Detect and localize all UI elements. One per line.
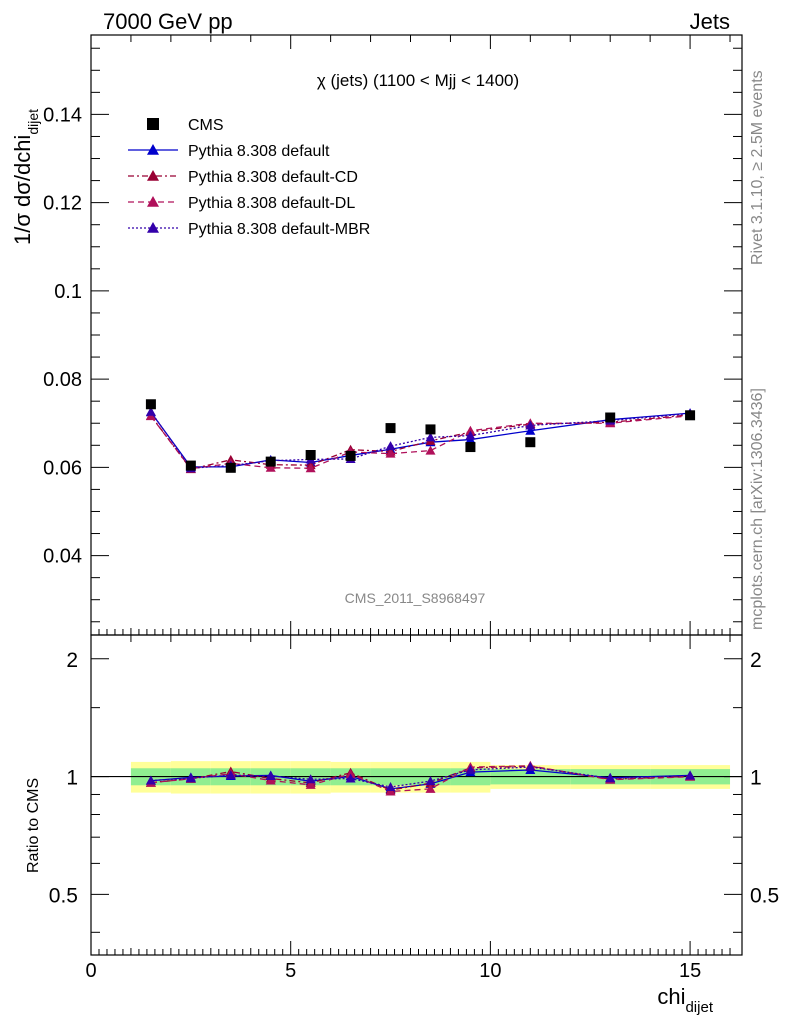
- series-point: [265, 462, 276, 472]
- data-point: [185, 460, 196, 471]
- y-tick-label: 0.08: [43, 369, 82, 391]
- data-point: [525, 437, 536, 448]
- series-point: [465, 430, 476, 440]
- ratio-tick-label-right: 1: [750, 767, 762, 790]
- series-ratio-point: [145, 775, 156, 785]
- series-ratio-point: [465, 764, 476, 774]
- x-axis-label-main: chi: [657, 984, 685, 1009]
- legend-label: Pythia 8.308 default-MBR: [188, 221, 370, 238]
- data-point: [385, 423, 396, 434]
- series-point: [385, 441, 396, 451]
- data-point: [465, 442, 476, 453]
- legend-label: CMS: [188, 117, 224, 134]
- series-ratio-point: [605, 773, 616, 783]
- header-left: 7000 GeV pp: [103, 9, 233, 34]
- legend-entry-3: Pythia 8.308 default-MBR: [128, 221, 370, 238]
- ratio-tick-label-right: 2: [750, 649, 762, 672]
- ratio-plot-frame: [90, 634, 743, 956]
- ratio-tick-label: 0.5: [49, 884, 78, 907]
- legend-marker-triangle: [147, 144, 159, 155]
- series-ratio-point: [425, 783, 436, 793]
- series-layer: [145, 399, 696, 796]
- y-tick-label: 0.12: [43, 193, 82, 215]
- series-ratio-point: [305, 774, 316, 784]
- legend-marker-triangle: [147, 170, 159, 181]
- ratio-axis-label: Ratio to CMS: [25, 778, 42, 873]
- series-line: [150, 414, 691, 470]
- series-point: [385, 448, 396, 458]
- series-point: [425, 445, 436, 455]
- series-point: [465, 425, 476, 435]
- series-point: [305, 463, 316, 473]
- y-tick-label: 0.1: [54, 281, 82, 303]
- x-axis-label-sub: dijet: [685, 999, 713, 1016]
- series-ratio-point: [425, 776, 436, 786]
- analysis-watermark: CMS_2011_S8968497: [345, 590, 486, 606]
- tick-labels: 0 5 10 15 0.04 0.06 0.08 0.1 0.12 0.14 0.5 0.5 1 1 2 2: [43, 104, 779, 982]
- legend-entry-2: Pythia 8.308 default-DL: [128, 195, 355, 212]
- mcplots-label: mcplots.cern.ch [arXiv:1306.3436]: [749, 388, 766, 630]
- x-tick-label: 0: [85, 960, 96, 982]
- series-ratio-point: [225, 770, 236, 780]
- legend-entry-1: Pythia 8.308 default-CD: [128, 169, 358, 186]
- series-point: [145, 406, 156, 416]
- axis-ticks: [90, 35, 742, 955]
- series-line: [150, 411, 691, 468]
- legend-marker-triangle: [147, 196, 159, 207]
- series-ratio-point: [385, 786, 396, 796]
- y-axis-label: 1/σ dσ/dchidijet: [10, 109, 41, 245]
- y-tick-label: 0.04: [43, 546, 82, 568]
- legend-label: Pythia 8.308 default-DL: [188, 195, 355, 212]
- data-point: [305, 450, 316, 460]
- data-series: [145, 399, 696, 473]
- series-point: [525, 420, 536, 430]
- series-ratio-point: [305, 779, 316, 789]
- x-tick-label: 5: [285, 960, 296, 982]
- legend-entry-0: Pythia 8.308 default: [128, 143, 330, 160]
- legend-entry-data: CMS: [147, 117, 224, 134]
- legend-label: Pythia 8.308 default: [188, 143, 330, 160]
- rivet-label: Rivet 3.1.10, ≥ 2.5M events: [749, 70, 766, 265]
- data-point: [605, 412, 616, 423]
- legend-marker-triangle: [147, 222, 159, 233]
- y-tick-label: 0.06: [43, 457, 82, 479]
- series-ratio-point: [525, 762, 536, 772]
- series-ratio-point: [185, 773, 196, 783]
- y-axis-label-sub: dijet: [25, 109, 41, 135]
- chart-title: χ (jets) (1100 < Mjj < 1400): [317, 71, 519, 90]
- series-ratio-point: [345, 773, 356, 783]
- series-ratio-point: [265, 771, 276, 781]
- data-point: [685, 410, 696, 421]
- x-tick-label: 15: [679, 960, 701, 982]
- data-point: [265, 456, 276, 467]
- ratio-tick-label-right: 0.5: [750, 884, 779, 907]
- data-point: [145, 399, 156, 410]
- y-axis-label-main: 1/σ dσ/dchi: [10, 135, 35, 245]
- ratio-tick-label: 1: [66, 767, 78, 790]
- data-point: [425, 424, 436, 435]
- x-tick-label: 10: [479, 960, 501, 982]
- data-point: [345, 450, 356, 461]
- series-ratio-point: [385, 781, 396, 791]
- legend: CMS Pythia 8.308 default Pythia 8.308 defa…: [128, 117, 370, 238]
- data-point: [225, 462, 236, 473]
- series-point: [525, 425, 536, 435]
- legend-label: Pythia 8.308 default-CD: [188, 169, 358, 186]
- series-ratio-point: [685, 770, 696, 780]
- header-right: Jets: [690, 9, 730, 34]
- legend-marker-square: [147, 118, 159, 130]
- series-ratio-line: [150, 766, 691, 788]
- ratio-tick-label: 2: [66, 649, 78, 672]
- series-point: [425, 432, 436, 442]
- x-axis-label: chidijet: [657, 984, 713, 1016]
- y-tick-label: 0.14: [43, 104, 82, 126]
